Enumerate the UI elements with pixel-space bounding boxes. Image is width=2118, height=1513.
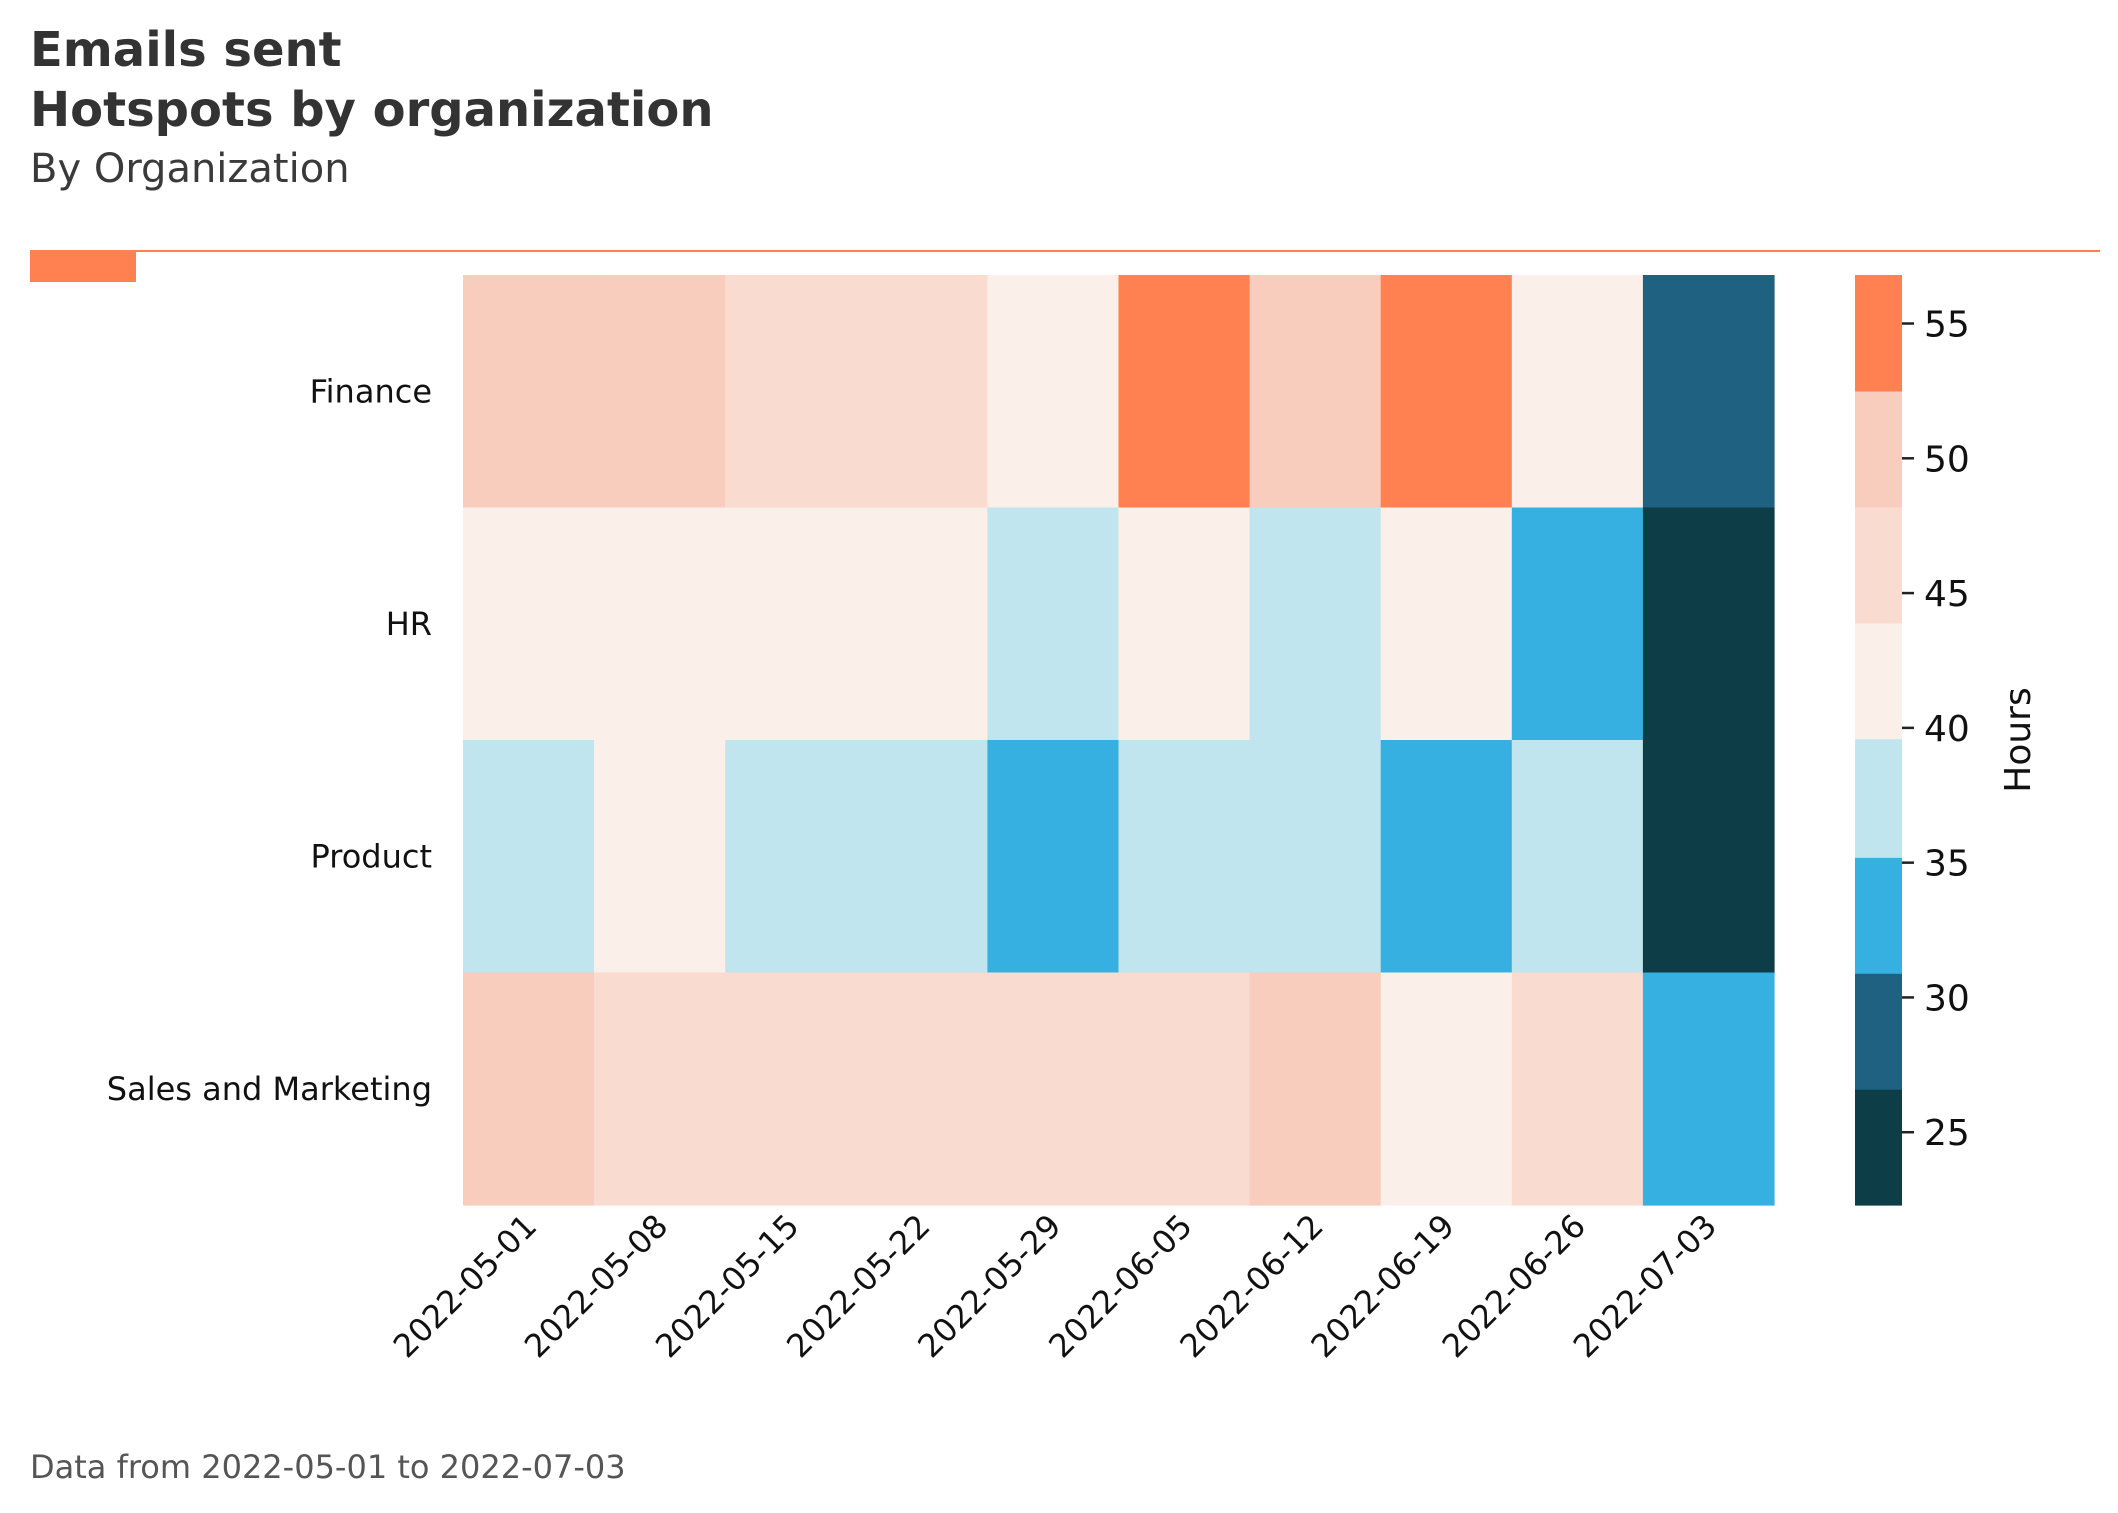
colorbar-tick-label: 55 xyxy=(1924,305,1970,346)
heatmap-cell-hr-2022-05-29 xyxy=(987,507,1120,741)
header-rule xyxy=(30,250,2100,252)
heatmap-cell-finance-2022-05-08 xyxy=(594,275,726,509)
x-tick-labels: 2022-05-012022-05-082022-05-152022-05-22… xyxy=(386,1207,1724,1365)
y-tick-label: Product xyxy=(311,837,433,875)
heatmap-cells xyxy=(463,275,1775,1206)
y-tick-label: Finance xyxy=(310,372,432,410)
heatmap-cell-hr-2022-06-19 xyxy=(1380,507,1513,741)
heatmap-cell-product-2022-06-26 xyxy=(1511,740,1644,974)
colorbar-bin-5 xyxy=(1855,506,1902,624)
heatmap-cell-finance-2022-05-01 xyxy=(463,275,595,509)
heatmap-cell-sales-and-marketing-2022-05-29 xyxy=(987,972,1120,1206)
heatmap-cell-finance-2022-05-15 xyxy=(725,275,857,509)
chart-title-line-1: Emails sent xyxy=(30,22,342,78)
heatmap-cell-sales-and-marketing-2022-05-15 xyxy=(725,972,857,1206)
heatmap-cell-sales-and-marketing-2022-05-08 xyxy=(594,972,726,1206)
heatmap-cell-sales-and-marketing-2022-06-19 xyxy=(1380,972,1513,1206)
chart-title-line-2: Hotspots by organization xyxy=(30,82,714,138)
colorbar-bin-4 xyxy=(1855,622,1902,740)
colorbar-bin-2 xyxy=(1855,857,1902,974)
heatmap-cell-finance-2022-07-03 xyxy=(1642,275,1775,509)
colorbar-label: Hours xyxy=(1998,687,2039,792)
y-tick-label: Sales and Marketing xyxy=(107,1070,432,1108)
heatmap-cell-product-2022-05-22 xyxy=(856,740,988,974)
heatmap-cell-finance-2022-05-29 xyxy=(987,275,1120,509)
heatmap-cell-hr-2022-07-03 xyxy=(1642,507,1775,741)
heatmap-cell-hr-2022-06-05 xyxy=(1118,507,1251,741)
y-tick-label: HR xyxy=(386,605,432,643)
heatmap-cell-product-2022-05-01 xyxy=(463,740,595,974)
heatmap-cell-finance-2022-05-22 xyxy=(856,275,988,509)
heatmap-cell-sales-and-marketing-2022-06-12 xyxy=(1249,972,1382,1206)
colorbar: 25 30 35 40 45 50 55 Hours xyxy=(1855,275,2039,1206)
colorbar-bin-1 xyxy=(1855,973,1902,1090)
heatmap-cell-finance-2022-06-12 xyxy=(1249,275,1382,509)
heatmap-cell-finance-2022-06-05 xyxy=(1118,275,1251,509)
heatmap-cell-finance-2022-06-19 xyxy=(1380,275,1513,509)
header-accent-bar xyxy=(30,252,136,282)
heatmap-cell-hr-2022-05-22 xyxy=(856,507,988,741)
colorbar-bin-3 xyxy=(1855,738,1902,858)
colorbar-bin-7 xyxy=(1855,275,1902,392)
colorbar-bin-0 xyxy=(1855,1089,1902,1206)
heatmap-cell-product-2022-06-19 xyxy=(1380,740,1513,974)
heatmap-cell-sales-and-marketing-2022-05-01 xyxy=(463,972,595,1206)
heatmap-cell-finance-2022-06-26 xyxy=(1511,275,1644,509)
chart-subtitle: By Organization xyxy=(30,146,350,192)
colorbar-tick-label: 35 xyxy=(1924,844,1970,885)
heatmap-cell-product-2022-07-03 xyxy=(1642,740,1775,974)
colorbar-tick-label: 45 xyxy=(1924,574,1970,615)
heatmap-cell-product-2022-05-15 xyxy=(725,740,857,974)
heatmap-cell-sales-and-marketing-2022-06-05 xyxy=(1118,972,1251,1206)
heatmap-cell-hr-2022-06-26 xyxy=(1511,507,1644,741)
chart-header: Emails sent Hotspots by organization By … xyxy=(30,20,713,196)
colorbar-tick-label: 25 xyxy=(1924,1113,1970,1154)
heatmap-cell-product-2022-06-05 xyxy=(1118,740,1251,974)
footer-note: Data from 2022-05-01 to 2022-07-03 xyxy=(30,1448,626,1486)
colorbar-tick-label: 30 xyxy=(1924,978,1970,1019)
heatmap-cell-product-2022-06-12 xyxy=(1249,740,1382,974)
colorbar-tick-label: 50 xyxy=(1924,439,1970,480)
heatmap-cell-product-2022-05-29 xyxy=(987,740,1120,974)
y-tick-labels: Finance HR Product Sales and Marketing xyxy=(107,372,433,1108)
heatmap-cell-hr-2022-05-08 xyxy=(594,507,726,741)
heatmap-cell-sales-and-marketing-2022-06-26 xyxy=(1511,972,1644,1206)
heatmap-cell-product-2022-05-08 xyxy=(594,740,726,974)
heatmap-cell-sales-and-marketing-2022-05-22 xyxy=(856,972,988,1206)
heatmap-cell-sales-and-marketing-2022-07-03 xyxy=(1642,972,1775,1206)
heatmap-cell-hr-2022-06-12 xyxy=(1249,507,1382,741)
heatmap-cell-hr-2022-05-01 xyxy=(463,507,595,741)
colorbar-bin-6 xyxy=(1855,390,1902,508)
colorbar-tick-label: 40 xyxy=(1924,709,1970,750)
heatmap-cell-hr-2022-05-15 xyxy=(725,507,857,741)
